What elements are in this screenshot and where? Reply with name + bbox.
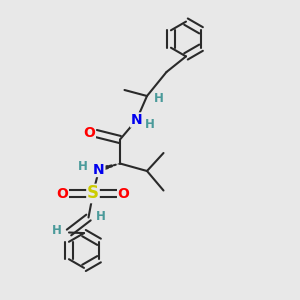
Text: S: S <box>87 184 99 202</box>
Text: H: H <box>78 160 87 173</box>
Text: O: O <box>83 127 95 140</box>
Text: H: H <box>154 92 164 106</box>
Text: N: N <box>131 113 142 127</box>
Text: H: H <box>145 118 155 131</box>
Text: H: H <box>96 209 106 223</box>
Text: N: N <box>93 163 105 176</box>
Text: O: O <box>56 187 68 200</box>
Text: O: O <box>118 187 130 200</box>
Text: H: H <box>52 224 61 238</box>
